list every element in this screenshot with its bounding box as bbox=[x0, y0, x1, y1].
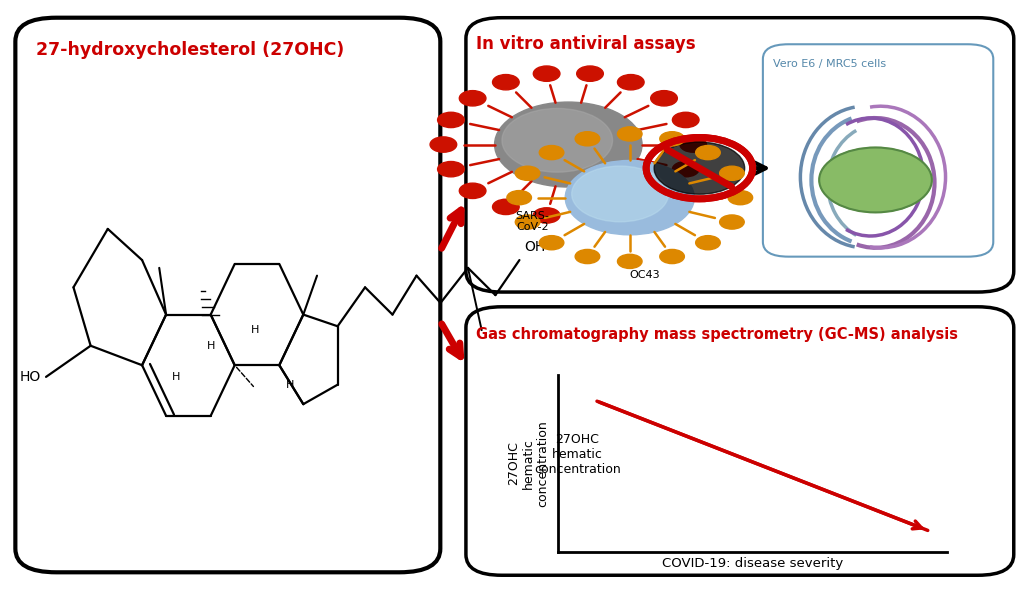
Circle shape bbox=[659, 250, 684, 264]
Circle shape bbox=[617, 254, 642, 268]
Circle shape bbox=[728, 191, 753, 205]
Y-axis label: 27OHC
hematic
concentration: 27OHC hematic concentration bbox=[507, 419, 550, 507]
Text: 27-hydroxycholesterol (27OHC): 27-hydroxycholesterol (27OHC) bbox=[36, 41, 344, 60]
Text: 27OHC
hematic
concentration: 27OHC hematic concentration bbox=[535, 433, 621, 476]
Circle shape bbox=[540, 146, 564, 160]
Circle shape bbox=[495, 102, 642, 187]
Text: H: H bbox=[207, 341, 215, 350]
Text: In vitro antiviral assays: In vitro antiviral assays bbox=[476, 35, 695, 54]
Circle shape bbox=[577, 208, 603, 223]
Circle shape bbox=[437, 112, 464, 127]
Circle shape bbox=[575, 250, 600, 264]
Circle shape bbox=[575, 132, 600, 146]
Circle shape bbox=[460, 91, 486, 106]
Circle shape bbox=[695, 146, 720, 160]
Circle shape bbox=[720, 166, 744, 181]
Circle shape bbox=[430, 137, 457, 152]
Circle shape bbox=[493, 199, 519, 215]
Circle shape bbox=[650, 91, 677, 106]
X-axis label: COVID-19: disease severity: COVID-19: disease severity bbox=[662, 557, 844, 570]
FancyBboxPatch shape bbox=[763, 44, 993, 257]
Circle shape bbox=[659, 132, 684, 146]
Circle shape bbox=[571, 166, 669, 222]
Circle shape bbox=[819, 148, 932, 212]
Circle shape bbox=[617, 199, 644, 215]
FancyBboxPatch shape bbox=[466, 18, 1014, 292]
Text: Gas chromatography mass spectrometry (GC-MS) analysis: Gas chromatography mass spectrometry (GC… bbox=[476, 327, 958, 342]
Circle shape bbox=[460, 183, 486, 198]
Text: OH: OH bbox=[524, 240, 546, 254]
Circle shape bbox=[720, 215, 744, 229]
Text: H: H bbox=[172, 372, 180, 382]
Circle shape bbox=[617, 127, 642, 141]
Circle shape bbox=[534, 208, 560, 223]
Circle shape bbox=[680, 137, 707, 152]
Text: H: H bbox=[251, 325, 259, 335]
Text: SARS-
CoV-2: SARS- CoV-2 bbox=[515, 211, 550, 232]
Circle shape bbox=[437, 162, 464, 177]
Circle shape bbox=[534, 66, 560, 81]
Circle shape bbox=[617, 74, 644, 90]
Circle shape bbox=[650, 183, 677, 198]
Circle shape bbox=[540, 235, 564, 250]
Text: Vero E6 / MRC5 cells: Vero E6 / MRC5 cells bbox=[773, 59, 886, 69]
Circle shape bbox=[695, 235, 720, 250]
Circle shape bbox=[502, 109, 612, 172]
Circle shape bbox=[577, 66, 603, 81]
FancyBboxPatch shape bbox=[466, 307, 1014, 575]
FancyArrowPatch shape bbox=[668, 150, 731, 186]
Circle shape bbox=[654, 142, 744, 194]
Circle shape bbox=[565, 160, 694, 235]
Circle shape bbox=[515, 215, 540, 229]
Text: H: H bbox=[286, 380, 294, 389]
Circle shape bbox=[673, 112, 699, 127]
Circle shape bbox=[507, 191, 531, 205]
Circle shape bbox=[493, 74, 519, 90]
Circle shape bbox=[673, 162, 699, 177]
Circle shape bbox=[515, 166, 540, 181]
FancyBboxPatch shape bbox=[15, 18, 440, 572]
Text: HO: HO bbox=[19, 370, 41, 384]
Text: OC43: OC43 bbox=[630, 270, 660, 280]
